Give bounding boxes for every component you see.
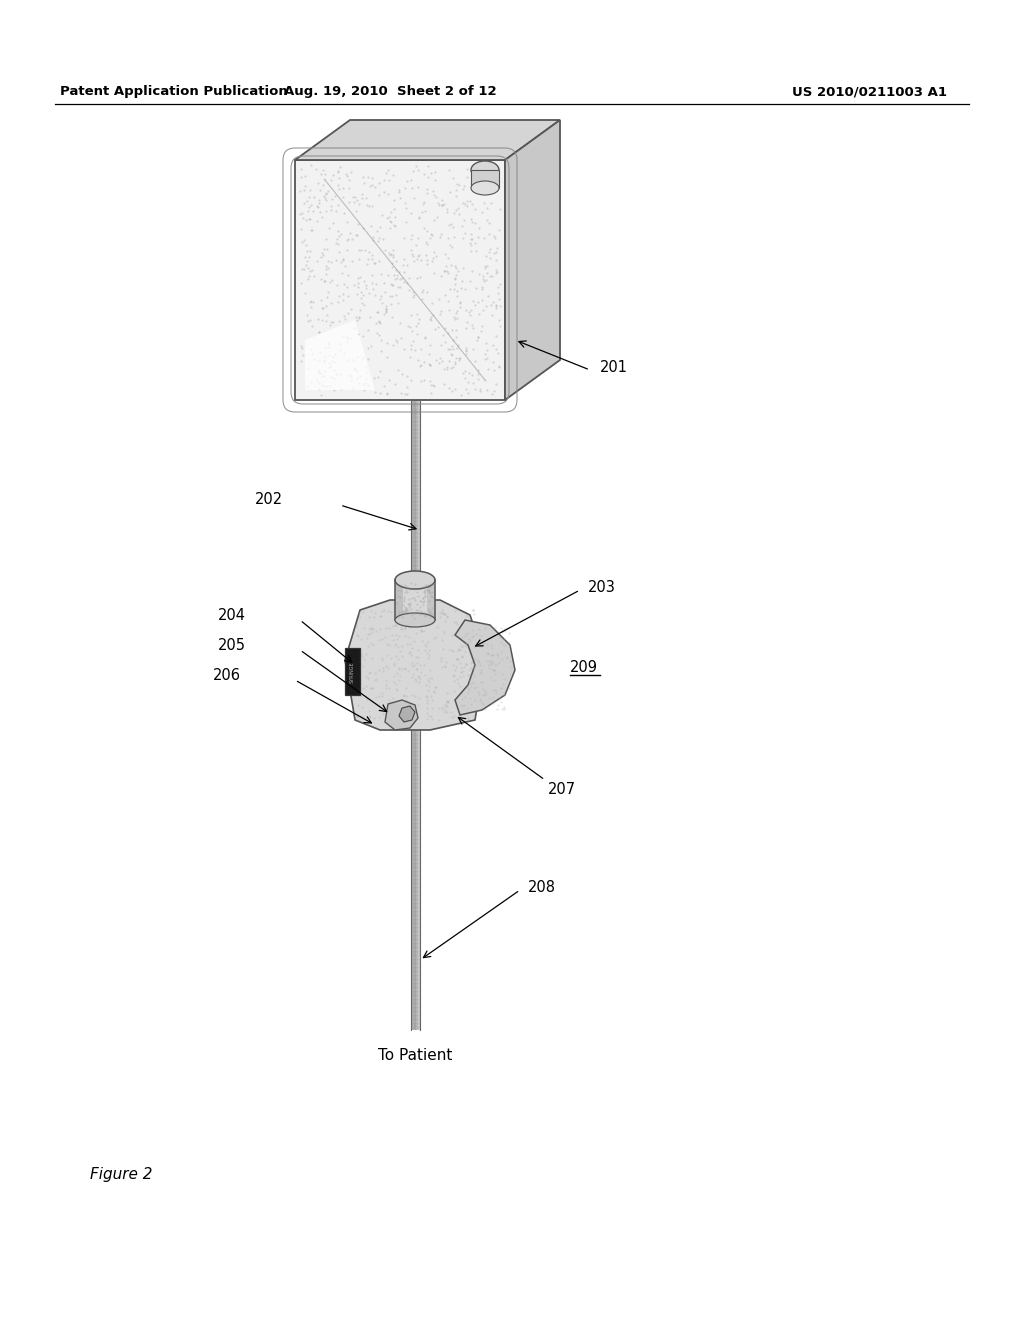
Polygon shape (385, 700, 418, 730)
Text: Patent Application Publication: Patent Application Publication (60, 86, 288, 98)
Text: 208: 208 (528, 880, 556, 895)
Ellipse shape (471, 181, 499, 195)
Ellipse shape (395, 572, 435, 589)
Text: To Patient: To Patient (378, 1048, 453, 1063)
Polygon shape (418, 730, 420, 1030)
Polygon shape (413, 400, 414, 590)
Text: 204: 204 (218, 607, 246, 623)
Text: 206: 206 (213, 668, 241, 682)
Text: 205: 205 (218, 638, 246, 652)
Text: Aug. 19, 2010  Sheet 2 of 12: Aug. 19, 2010 Sheet 2 of 12 (284, 86, 497, 98)
Polygon shape (427, 579, 435, 620)
Polygon shape (345, 648, 360, 696)
Polygon shape (411, 400, 413, 590)
Ellipse shape (395, 612, 435, 627)
Text: 202: 202 (255, 492, 283, 507)
Polygon shape (471, 170, 499, 187)
Polygon shape (414, 730, 416, 1030)
Polygon shape (413, 730, 414, 1030)
Polygon shape (305, 319, 375, 389)
Text: Figure 2: Figure 2 (90, 1167, 153, 1183)
Ellipse shape (471, 161, 499, 180)
Polygon shape (505, 120, 560, 400)
Text: SYRINGE: SYRINGE (349, 661, 354, 682)
Polygon shape (411, 730, 413, 1030)
Polygon shape (395, 579, 403, 620)
Polygon shape (345, 601, 485, 730)
Text: 209: 209 (570, 660, 598, 676)
Polygon shape (418, 400, 420, 590)
Text: 203: 203 (588, 579, 615, 594)
Polygon shape (295, 120, 560, 160)
Polygon shape (295, 160, 505, 400)
Polygon shape (414, 400, 416, 590)
Text: 207: 207 (548, 783, 577, 797)
Polygon shape (403, 579, 427, 620)
Polygon shape (416, 400, 418, 590)
Polygon shape (455, 620, 515, 715)
Polygon shape (399, 706, 415, 722)
Text: 201: 201 (600, 360, 628, 375)
Text: US 2010/0211003 A1: US 2010/0211003 A1 (793, 86, 947, 98)
Polygon shape (416, 730, 418, 1030)
